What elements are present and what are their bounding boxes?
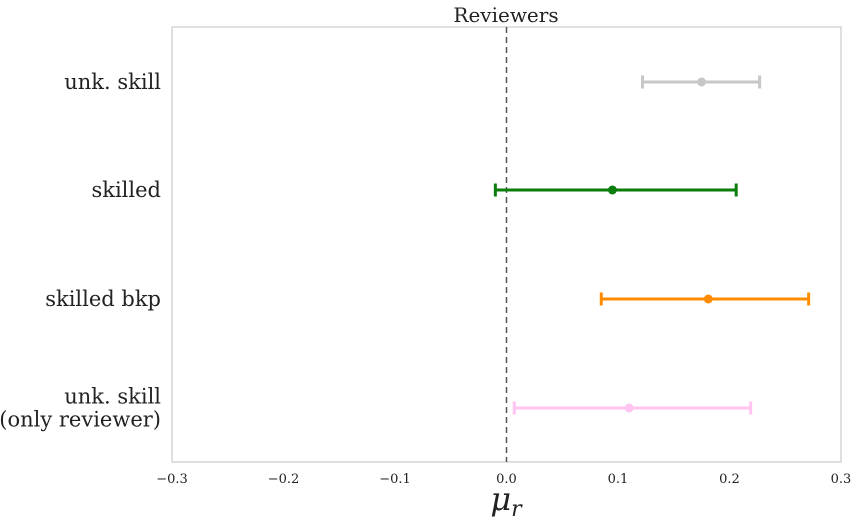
x-tick-label: 0.2 — [719, 472, 740, 487]
mean-point — [703, 294, 713, 304]
y-category-label-line: skilled bkp — [45, 287, 161, 311]
y-category-label-line: unk. skill — [64, 385, 161, 409]
y-category-label-line: unk. skill — [64, 70, 161, 94]
y-category-label-line: (only reviewer) — [0, 408, 161, 432]
x-tick-label: 0.3 — [831, 472, 852, 487]
x-tick-label: −0.3 — [156, 472, 188, 487]
y-category-label: unk. skill — [64, 70, 161, 94]
errorbar-series — [493, 183, 738, 197]
mean-point — [607, 185, 617, 195]
mean-point — [697, 77, 707, 87]
x-axis-label: μr — [490, 480, 523, 522]
errorbar-series — [599, 292, 811, 306]
x-tick-label: 0.1 — [608, 472, 629, 487]
x-axis-label-subscript: r — [511, 497, 523, 522]
x-tick-label: −0.2 — [268, 472, 300, 487]
chart-title: Reviewers — [453, 3, 558, 27]
y-category-label-line: skilled — [91, 178, 161, 202]
x-axis-label-base: μ — [490, 480, 511, 518]
y-category-label: skilled bkp — [45, 287, 161, 311]
mean-point — [624, 403, 634, 413]
y-category-label: unk. skill (only reviewer) — [0, 385, 161, 432]
y-category-label: skilled — [91, 178, 161, 202]
errorbar-series — [512, 401, 753, 415]
x-tick-label: 0.0 — [496, 472, 517, 487]
errorbar-series — [641, 75, 762, 89]
x-tick-label: −0.1 — [379, 472, 411, 487]
